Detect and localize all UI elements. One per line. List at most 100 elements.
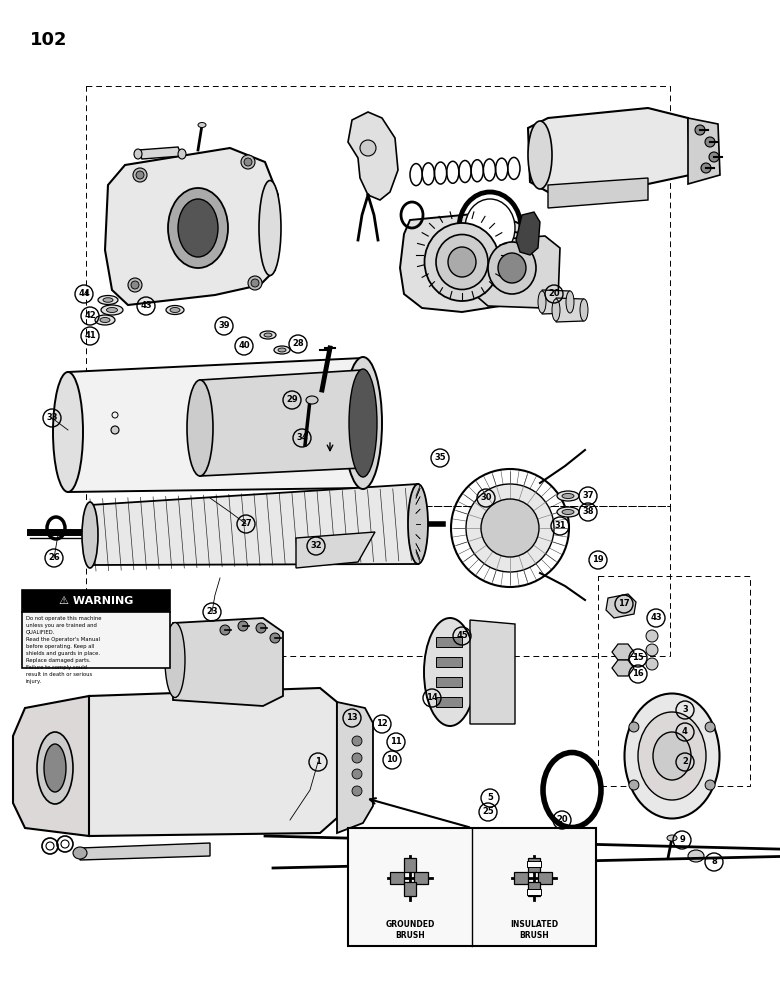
Polygon shape (296, 532, 375, 568)
Circle shape (270, 633, 280, 643)
Circle shape (131, 281, 139, 289)
Ellipse shape (178, 199, 218, 257)
Bar (436, 637, 462, 647)
Text: 27: 27 (240, 520, 252, 528)
Circle shape (352, 786, 362, 796)
Text: 34: 34 (296, 434, 308, 442)
Circle shape (629, 780, 639, 790)
Bar (528, 858, 540, 872)
Polygon shape (612, 644, 634, 660)
Ellipse shape (170, 308, 180, 312)
Circle shape (646, 644, 658, 656)
Ellipse shape (481, 499, 539, 557)
Text: 39: 39 (218, 322, 230, 330)
Ellipse shape (278, 348, 286, 352)
Circle shape (629, 722, 639, 732)
Ellipse shape (101, 305, 123, 315)
Text: Do not operate this machine
unless you are trained and
QUALIFIED.
Read the Opera: Do not operate this machine unless you a… (26, 616, 101, 684)
Ellipse shape (562, 510, 574, 514)
Text: 43: 43 (651, 613, 661, 622)
Bar (436, 657, 462, 667)
Polygon shape (400, 212, 524, 312)
Polygon shape (516, 212, 540, 255)
Text: 5: 5 (487, 794, 493, 802)
Circle shape (646, 630, 658, 642)
Circle shape (360, 140, 376, 156)
Ellipse shape (178, 149, 186, 159)
Circle shape (241, 155, 255, 169)
Text: 37: 37 (582, 491, 594, 500)
Text: 26: 26 (48, 554, 60, 562)
Text: 35: 35 (434, 454, 446, 462)
Ellipse shape (44, 744, 66, 792)
Text: 38: 38 (582, 508, 594, 516)
Ellipse shape (82, 502, 98, 568)
Ellipse shape (580, 299, 588, 321)
Ellipse shape (166, 306, 184, 314)
Text: 3: 3 (682, 706, 688, 714)
Ellipse shape (552, 299, 560, 321)
Ellipse shape (557, 491, 579, 501)
Polygon shape (528, 108, 690, 192)
Ellipse shape (562, 493, 574, 498)
Ellipse shape (408, 484, 428, 564)
Ellipse shape (478, 232, 546, 304)
Ellipse shape (424, 618, 476, 726)
Ellipse shape (448, 247, 476, 277)
Ellipse shape (688, 850, 704, 862)
Bar (22, 590, 170, 612)
Text: GROUNDED
BRUSH: GROUNDED BRUSH (385, 920, 434, 940)
Text: INSULATED
BRUSH: INSULATED BRUSH (510, 920, 558, 940)
Ellipse shape (107, 308, 118, 312)
Text: 2: 2 (682, 758, 688, 766)
Ellipse shape (638, 712, 706, 800)
Polygon shape (556, 298, 584, 322)
Bar (527, 861, 541, 867)
Text: 11: 11 (390, 738, 402, 746)
Text: 20: 20 (548, 290, 560, 298)
Text: 31: 31 (554, 522, 566, 530)
Text: 45: 45 (456, 632, 468, 641)
Text: 10: 10 (386, 756, 398, 764)
Text: 43: 43 (140, 302, 152, 310)
Circle shape (352, 769, 362, 779)
Ellipse shape (198, 122, 206, 127)
Ellipse shape (103, 298, 113, 302)
Text: 25: 25 (482, 808, 494, 816)
Polygon shape (13, 696, 89, 836)
Text: ⚠ WARNING: ⚠ WARNING (58, 596, 133, 606)
Text: 15: 15 (632, 654, 644, 662)
Ellipse shape (100, 318, 110, 322)
Text: 9: 9 (679, 836, 685, 844)
Text: 14: 14 (426, 694, 438, 702)
Circle shape (352, 753, 362, 763)
Text: 20: 20 (556, 816, 568, 824)
Polygon shape (612, 660, 634, 676)
Ellipse shape (306, 396, 318, 404)
Bar (528, 882, 540, 896)
Ellipse shape (557, 507, 579, 517)
Ellipse shape (274, 346, 290, 354)
Ellipse shape (667, 835, 677, 841)
Circle shape (133, 168, 147, 182)
Bar (436, 677, 462, 687)
Ellipse shape (95, 315, 115, 325)
Bar (22, 612, 170, 668)
Text: 1: 1 (315, 758, 321, 766)
Polygon shape (68, 358, 363, 492)
Ellipse shape (53, 372, 83, 492)
Ellipse shape (37, 732, 73, 804)
Bar (404, 882, 416, 896)
Text: 102: 102 (30, 31, 68, 49)
Bar (514, 872, 528, 884)
Bar (390, 872, 404, 884)
Ellipse shape (349, 369, 377, 477)
Ellipse shape (436, 234, 488, 290)
Text: 8: 8 (711, 857, 717, 866)
Polygon shape (474, 236, 560, 308)
Ellipse shape (344, 357, 382, 489)
Circle shape (256, 623, 266, 633)
Polygon shape (173, 618, 283, 706)
Text: 33: 33 (46, 414, 58, 422)
Bar (348, 828, 596, 946)
